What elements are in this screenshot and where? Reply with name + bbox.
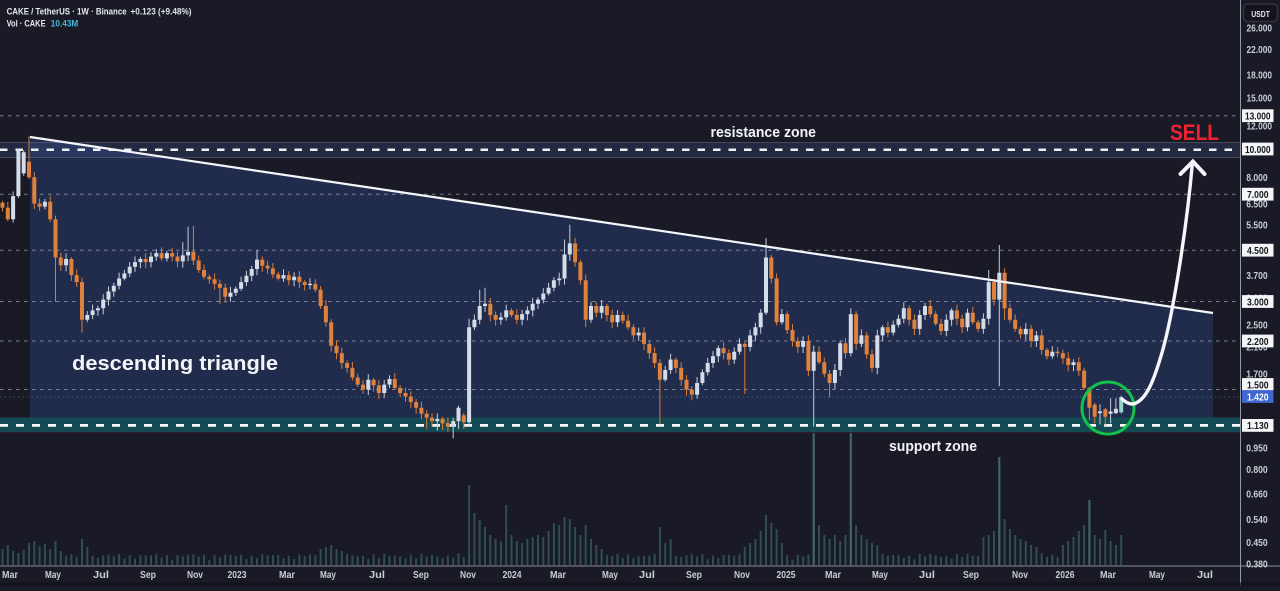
svg-text:2.200: 2.200 [1247, 336, 1269, 348]
svg-text:12.000: 12.000 [1247, 121, 1273, 133]
svg-text:support zone: support zone [889, 438, 977, 455]
svg-text:Jul: Jul [639, 570, 655, 581]
svg-text:3.000: 3.000 [1247, 296, 1269, 308]
svg-text:May: May [320, 570, 336, 581]
svg-text:Sep: Sep [963, 570, 979, 581]
svg-text:Sep: Sep [686, 570, 702, 581]
svg-text:13.000: 13.000 [1245, 111, 1271, 123]
svg-text:1.130: 1.130 [1247, 420, 1269, 432]
svg-text:Mar: Mar [2, 570, 18, 581]
svg-text:Mar: Mar [279, 570, 295, 581]
svg-text:0.660: 0.660 [1246, 489, 1268, 501]
svg-text:Mar: Mar [1100, 570, 1116, 581]
svg-text:26.000: 26.000 [1247, 23, 1273, 35]
svg-text:5.500: 5.500 [1246, 220, 1268, 232]
svg-text:May: May [45, 570, 61, 581]
svg-text:2.500: 2.500 [1246, 320, 1268, 332]
svg-text:Jul: Jul [93, 570, 109, 581]
svg-text:2023: 2023 [228, 570, 247, 581]
svg-text:15.000: 15.000 [1247, 92, 1273, 104]
svg-text:1.420: 1.420 [1247, 391, 1269, 403]
svg-text:Jul: Jul [919, 570, 935, 581]
svg-text:Mar: Mar [825, 570, 841, 581]
svg-text:Jul: Jul [369, 570, 385, 581]
svg-text:4.500: 4.500 [1247, 245, 1269, 257]
svg-text:0.450: 0.450 [1246, 537, 1268, 549]
svg-text:0.950: 0.950 [1246, 442, 1268, 454]
svg-text:1.500: 1.500 [1247, 379, 1269, 391]
svg-text:7.000: 7.000 [1247, 189, 1269, 201]
svg-text:8.000: 8.000 [1246, 172, 1268, 184]
svg-text:Nov: Nov [1012, 570, 1028, 581]
svg-text:0.800: 0.800 [1246, 464, 1268, 476]
svg-text:2026: 2026 [1056, 570, 1075, 581]
svg-text:Nov: Nov [734, 570, 750, 581]
svg-text:May: May [872, 570, 888, 581]
svg-text:2025: 2025 [777, 570, 796, 581]
svg-text:resistance zone: resistance zone [711, 124, 817, 141]
svg-text:May: May [602, 570, 618, 581]
svg-text:0.540: 0.540 [1246, 514, 1268, 526]
svg-text:6.500: 6.500 [1246, 198, 1268, 210]
svg-text:May: May [1149, 570, 1165, 581]
svg-text:3.700: 3.700 [1246, 270, 1268, 282]
svg-text:22.000: 22.000 [1247, 44, 1273, 56]
svg-text:2024: 2024 [503, 570, 522, 581]
svg-text:USDT: USDT [1251, 10, 1270, 19]
svg-text:+0.123 (+9.48%): +0.123 (+9.48%) [131, 6, 192, 16]
svg-text:CAKE / TetherUS · 1W · Binance: CAKE / TetherUS · 1W · Binance [7, 6, 127, 16]
svg-text:Nov: Nov [187, 570, 203, 581]
svg-text:0.380: 0.380 [1246, 559, 1268, 571]
svg-text:1.700: 1.700 [1246, 369, 1268, 381]
svg-text:descending triangle: descending triangle [72, 352, 278, 375]
svg-text:18.000: 18.000 [1247, 69, 1273, 81]
svg-text:10.000: 10.000 [1245, 144, 1271, 156]
svg-text:Sep: Sep [140, 570, 156, 581]
svg-text:Vol · CAKE: Vol · CAKE [7, 18, 46, 28]
svg-text:Sep: Sep [413, 570, 429, 581]
svg-text:Mar: Mar [550, 570, 566, 581]
svg-text:Nov: Nov [460, 570, 476, 581]
svg-text:10.43M: 10.43M [51, 18, 79, 28]
svg-text:Jul: Jul [1197, 570, 1213, 581]
svg-text:SELL: SELL [1170, 120, 1219, 145]
